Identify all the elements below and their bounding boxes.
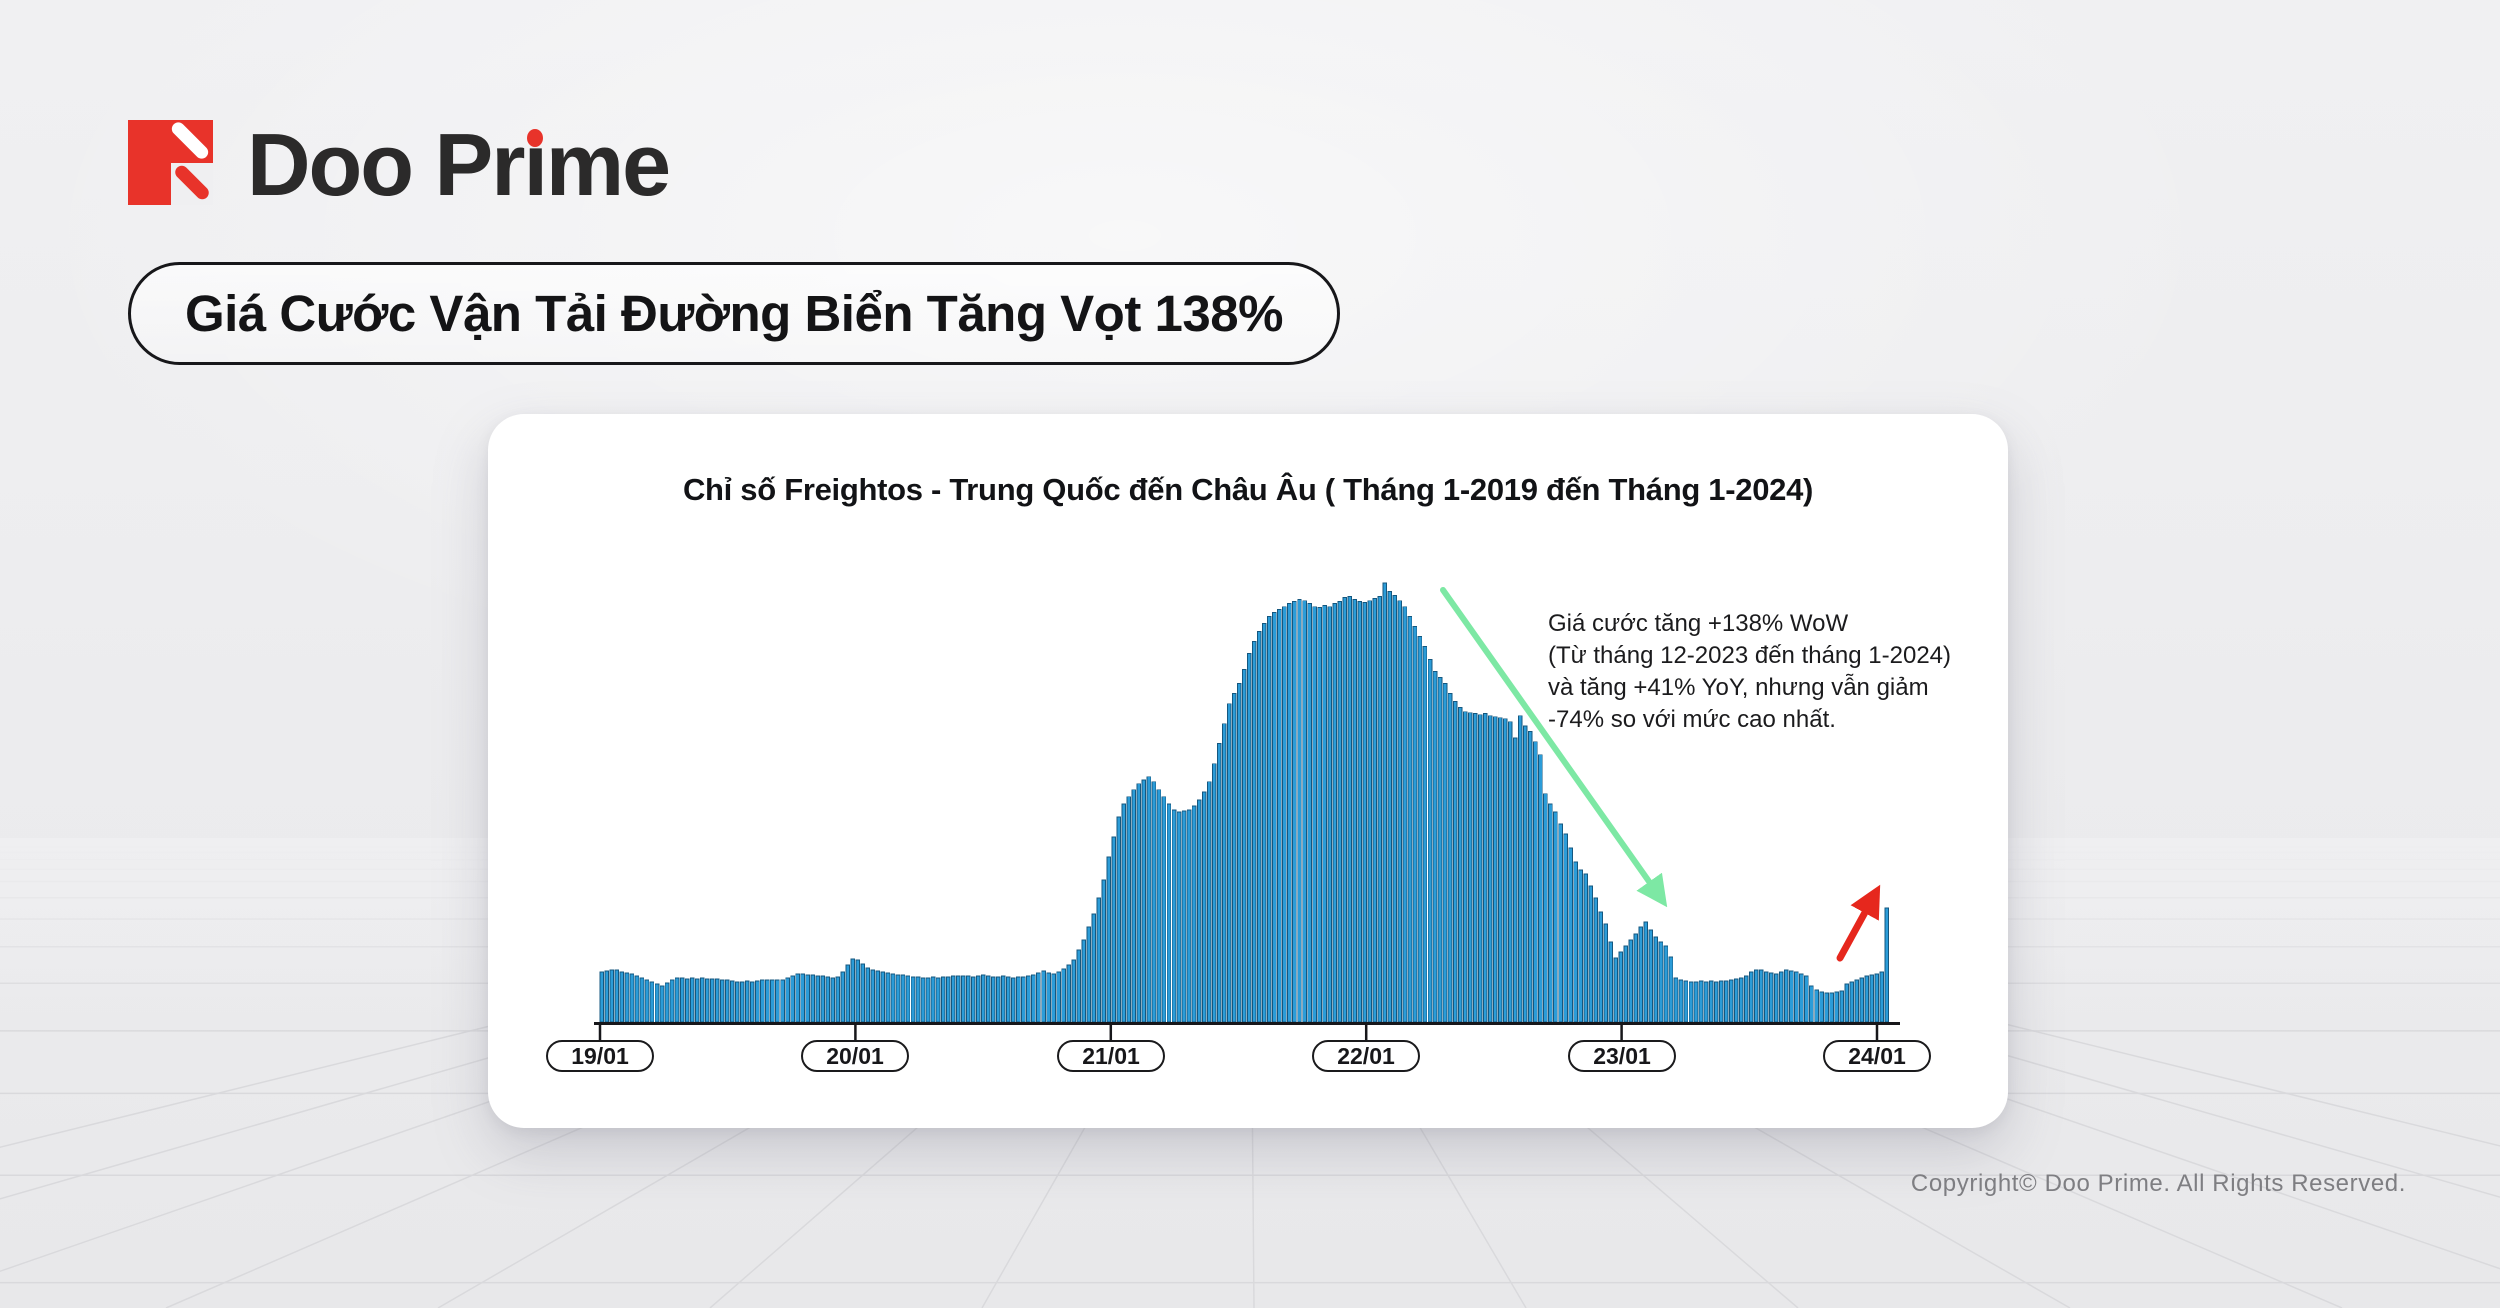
- wordmark-pre: Doo Pr: [247, 115, 525, 214]
- x-axis-label-pill: 22/01: [1312, 1040, 1420, 1072]
- freightos-bar-chart: [594, 582, 1900, 1041]
- annotation-line: và tăng +41% YoY, nhưng vẫn giảm: [1548, 674, 1929, 701]
- annotation-line: Giá cước tăng +138% WoW: [1548, 610, 1849, 637]
- wordmark-post: me: [545, 115, 671, 214]
- chart-card: Chỉ số Freightos - Trung Quốc đến Châu Â…: [488, 414, 2008, 1128]
- spike-arrow-icon: [1836, 884, 1881, 962]
- doo-prime-wordmark: Doo Prı me: [247, 120, 671, 210]
- headline-text: Giá Cước Vận Tải Đường Biển Tăng Vọt 138…: [185, 285, 1283, 342]
- annotation-line: -74% so với mức cao nhất.: [1548, 706, 1836, 733]
- x-axis-label-pill: 19/01: [546, 1040, 654, 1072]
- doo-prime-logo-icon: [128, 119, 213, 205]
- doo-prime-logo: Doo Prı me: [128, 119, 671, 210]
- bar-series: [599, 582, 1890, 1023]
- x-axis-label-pill: 23/01: [1568, 1040, 1676, 1072]
- copyright-text: Copyright© Doo Prime. All Rights Reserve…: [1910, 1170, 2406, 1197]
- x-axis-label-pill: 21/01: [1057, 1040, 1165, 1072]
- x-axis-label-pill: 24/01: [1823, 1040, 1931, 1072]
- decline-arrow-icon: [1440, 587, 1668, 908]
- logo-white-slash-icon: [169, 119, 211, 162]
- x-axis: [594, 1022, 1900, 1041]
- chart-title: Chỉ số Freightos - Trung Quốc đến Châu Â…: [682, 472, 1814, 507]
- red-i-dot-icon: [526, 129, 543, 147]
- annotation-line: (Từ tháng 12-2023 đến tháng 1-2024): [1548, 642, 1952, 669]
- headline-badge: Giá Cước Vận Tải Đường Biển Tăng Vọt 138…: [128, 262, 1340, 365]
- x-axis-label-pill: 20/01: [801, 1040, 909, 1072]
- wordmark-dotless-i: ı: [523, 120, 547, 210]
- chart-annotation: Giá cước tăng +138% WoW (Từ tháng 12-202…: [1548, 608, 1988, 736]
